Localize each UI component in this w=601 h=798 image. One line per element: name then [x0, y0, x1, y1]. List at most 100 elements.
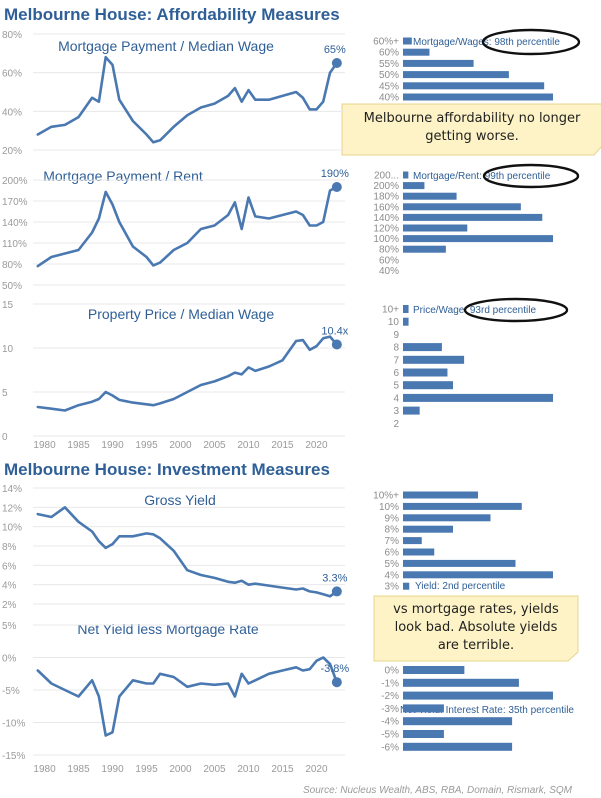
x-axis-1: 1980 1985 1990 1995 2000 2005 2010 2015 2020 — [33, 764, 328, 775]
bar — [403, 491, 478, 499]
bar — [403, 37, 412, 45]
bar — [403, 525, 453, 533]
x-tick-label: 1995 — [135, 764, 158, 775]
x-tick-label: 2020 — [305, 440, 328, 451]
bar — [403, 305, 409, 313]
end-point-marker — [331, 586, 342, 597]
bar-title-price-wage: Price/Wage: 93rd percentile — [413, 305, 536, 316]
bar-category-label: 7 — [393, 355, 399, 366]
bar — [403, 213, 543, 221]
plot-title-mortgage-wage: Mortgage Payment / Median Wage — [58, 38, 274, 54]
y-tick-label: 20% — [2, 146, 22, 157]
bar-category-label: 45% — [379, 81, 399, 92]
x-tick-label: 2015 — [271, 764, 294, 775]
bar-category-label: 180% — [373, 192, 399, 203]
y-tick-label: 10 — [2, 344, 14, 355]
bar-category-label: 140% — [373, 213, 399, 224]
bar-category-label: 6 — [393, 368, 399, 379]
y-tick-label: 4% — [2, 581, 17, 592]
bar-title-mortgage-rent: Mortgage/Rent: 99th percentile — [413, 171, 551, 182]
bar-category-label: 160% — [373, 202, 399, 213]
bar-category-label: 3% — [385, 582, 400, 593]
bar-category-label: 5% — [385, 559, 400, 570]
y-tick-label: 10% — [2, 523, 22, 534]
bar-category-label: 50% — [379, 70, 399, 81]
bar — [403, 192, 457, 200]
x-tick-label: 1985 — [67, 764, 90, 775]
series-line — [36, 185, 339, 268]
bar-category-label: 100% — [373, 234, 399, 245]
bar-category-label: 200% — [373, 181, 399, 192]
y-tick-label: 60% — [2, 69, 22, 80]
bar-category-label: 4 — [393, 393, 399, 404]
note2-line-3: are terrible. — [438, 638, 514, 653]
bar-category-label: -5% — [381, 730, 399, 741]
bar-category-label: 60% — [379, 48, 399, 59]
end-point-marker — [331, 182, 342, 192]
bar — [403, 343, 442, 352]
bar-category-label: 6% — [385, 548, 400, 559]
plot-title-gross-yield: Gross Yield — [144, 492, 216, 508]
bar — [403, 742, 513, 751]
bar — [403, 355, 465, 364]
bar — [403, 514, 491, 522]
line-chart-4: 5% 0% -5% -10% -15% -3.8% — [2, 621, 349, 762]
bar-category-label: -1% — [381, 678, 399, 689]
bar-category-label: 200... — [374, 171, 399, 182]
y-tick-label: 0 — [2, 432, 8, 443]
bar — [403, 582, 410, 590]
highlight-ellipse-price-wage — [463, 297, 569, 323]
bar — [403, 368, 448, 377]
x-tick-label: 2015 — [271, 440, 294, 451]
y-tick-label: 5% — [2, 621, 17, 632]
bar-category-label: 60%+ — [373, 37, 399, 48]
y-tick-label: 200% — [2, 176, 28, 187]
x-tick-label: 1980 — [33, 764, 56, 775]
x-tick-label: 2005 — [203, 764, 226, 775]
plot-title-mortgage-rent: Mortgage Payment / Rent — [43, 168, 203, 184]
bar-chart-7: 10+10 9 87 6 54 3 2 — [382, 305, 553, 430]
y-tick-label: 0% — [2, 654, 17, 665]
y-tick-label: 140% — [2, 218, 28, 229]
bar-category-label: 10% — [379, 502, 399, 513]
bar-title-mortgage-wages: Mortgage/Wages: 98th percentile — [413, 37, 560, 48]
bar-category-label: 0% — [385, 666, 400, 677]
y-tick-label: 170% — [2, 197, 28, 208]
bar-chart-8: 10%+10%9%8%7%6%5%4%3% — [373, 491, 553, 593]
bar-category-label: 3 — [393, 406, 399, 417]
y-tick-label: 6% — [2, 561, 17, 572]
sticky-note-investment: vs mortgage rates, yields look bad. Abso… — [373, 595, 579, 662]
end-value-label: -3.8% — [320, 663, 349, 675]
bar — [403, 48, 430, 56]
bar — [403, 59, 474, 67]
bar — [403, 381, 453, 390]
bar-category-label: 5 — [393, 381, 399, 392]
bar-category-label: 40% — [379, 266, 399, 277]
x-tick-label: 2000 — [169, 440, 192, 451]
note-line-2: getting worse. — [425, 129, 519, 144]
bar — [403, 730, 444, 738]
end-point-marker — [331, 58, 342, 68]
y-tick-label: 14% — [2, 484, 22, 495]
bar — [403, 235, 553, 243]
series-line — [36, 656, 339, 737]
bar-category-label: 10 — [388, 317, 400, 328]
y-tick-label: -5% — [2, 686, 20, 697]
series-line — [36, 506, 339, 598]
bar-category-label: 4% — [385, 570, 400, 581]
x-tick-label: 2005 — [203, 440, 226, 451]
x-tick-label: 2000 — [169, 764, 192, 775]
sticky-note-affordability: Melbourne affordability no longer gettin… — [341, 103, 601, 156]
y-tick-label: 80% — [2, 30, 22, 41]
bar-charts-layer: 60%+60%55%50%45%40%200...200%180%160%140… — [373, 37, 553, 753]
bar — [403, 245, 446, 253]
note2-line-1: vs mortgage rates, yields — [393, 602, 559, 617]
end-value-label: 3.3% — [322, 572, 347, 584]
y-tick-label: 50% — [2, 281, 22, 292]
bar — [403, 571, 553, 579]
bar — [403, 717, 513, 726]
note-line-1: Melbourne affordability no longer — [364, 111, 581, 126]
end-value-label: 65% — [324, 44, 346, 56]
series-line — [36, 335, 339, 412]
